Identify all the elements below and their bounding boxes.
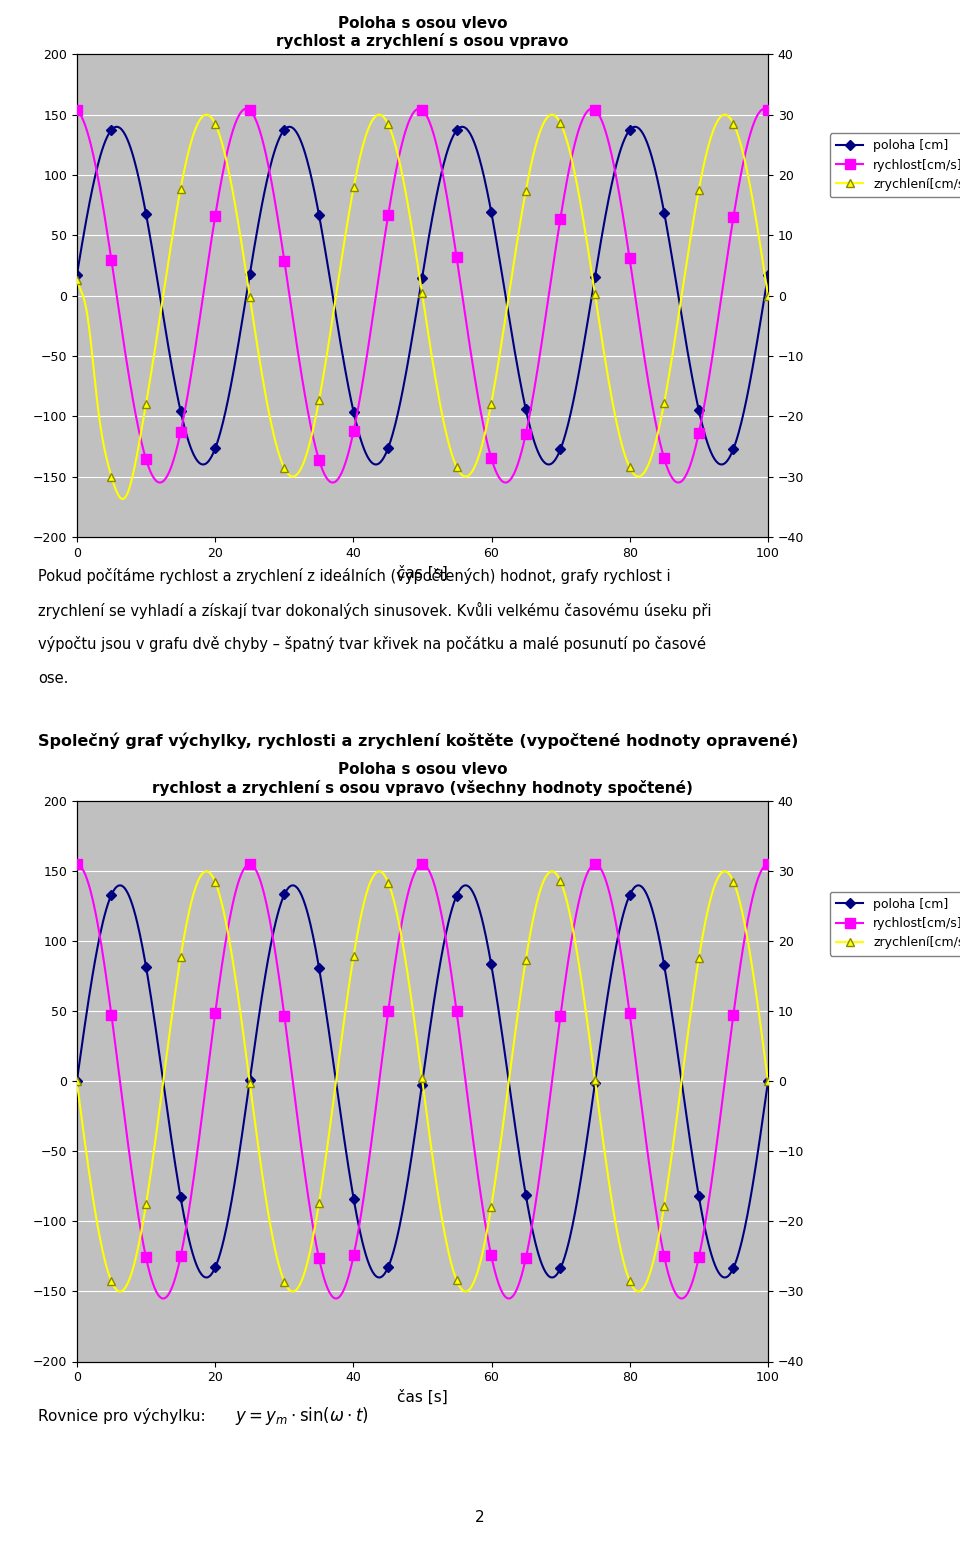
Text: Společný graf výchylky, rychlosti a zrychlení koštěte (vypočtené hodnoty opraven: Společný graf výchylky, rychlosti a zryc… bbox=[38, 733, 799, 750]
X-axis label: čas [s]: čas [s] bbox=[397, 1390, 447, 1405]
Text: výpočtu jsou v grafu dvě chyby – špatný tvar křivek na počátku a malé posunutí p: výpočtu jsou v grafu dvě chyby – špatný … bbox=[38, 636, 707, 652]
Text: 2: 2 bbox=[475, 1509, 485, 1525]
X-axis label: čas [s]: čas [s] bbox=[397, 565, 447, 580]
Title: Poloha s osou vlevo
rychlost a zrychlení s osou vpravo: Poloha s osou vlevo rychlost a zrychlení… bbox=[276, 16, 568, 50]
Text: $y = y_m \cdot \sin(\omega \cdot t)$: $y = y_m \cdot \sin(\omega \cdot t)$ bbox=[235, 1405, 369, 1427]
Text: Pokud počítáme rychlost a zrychlení z ideálních (vypočtených) hodnot, grafy rych: Pokud počítáme rychlost a zrychlení z id… bbox=[38, 568, 671, 584]
Legend: poloha [cm], rychlost[cm/s], zrychlení[cm/s2]: poloha [cm], rychlost[cm/s], zrychlení[c… bbox=[829, 892, 960, 955]
Text: zrychlení se vyhladí a získají tvar dokonalých sinusovek. Kvůli velkému časovému: zrychlení se vyhladí a získají tvar doko… bbox=[38, 602, 712, 619]
Text: Rovnice pro výchylku:: Rovnice pro výchylku: bbox=[38, 1408, 221, 1424]
Title: Poloha s osou vlevo
rychlost a zrychlení s osou vpravo (všechny hodnoty spočtené: Poloha s osou vlevo rychlost a zrychlení… bbox=[152, 762, 693, 797]
Legend: poloha [cm], rychlost[cm/s], zrychlení[cm/s2]: poloha [cm], rychlost[cm/s], zrychlení[c… bbox=[829, 134, 960, 198]
Text: ose.: ose. bbox=[38, 671, 69, 686]
